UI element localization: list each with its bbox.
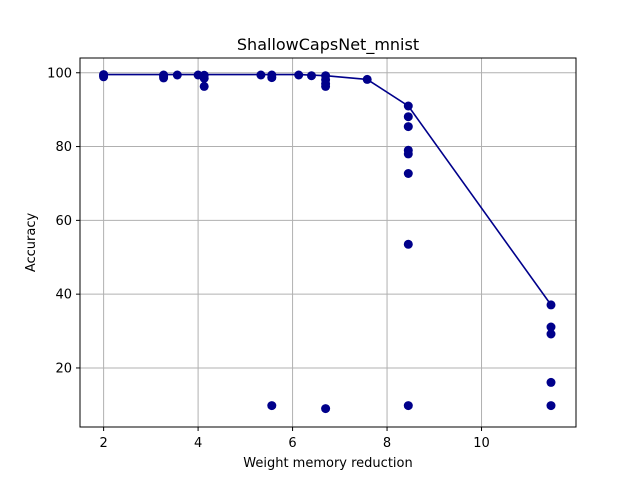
scatter-point bbox=[403, 149, 413, 159]
scatter-point bbox=[321, 81, 331, 91]
x-tick-label: 2 bbox=[99, 436, 107, 451]
scatter-point bbox=[403, 239, 413, 249]
x-tick-label: 4 bbox=[194, 436, 202, 451]
scatter-point bbox=[362, 74, 372, 84]
scatter-point bbox=[256, 70, 266, 80]
plot-frame bbox=[79, 57, 577, 428]
y-tick-label: 80 bbox=[55, 140, 72, 155]
scatter-point bbox=[546, 377, 556, 387]
y-axis-label: Accuracy bbox=[24, 213, 39, 273]
y-tick-label: 100 bbox=[47, 66, 72, 81]
scatter-point bbox=[403, 122, 413, 132]
chart-title: ShallowCapsNet_mnist bbox=[237, 35, 419, 55]
scatter-point bbox=[199, 73, 209, 83]
scatter-point bbox=[403, 101, 413, 111]
scatter-point bbox=[267, 73, 277, 83]
scatter-point bbox=[307, 71, 316, 81]
x-axis-ticks: 2 4 6 8 10 bbox=[99, 427, 490, 451]
grid bbox=[80, 58, 576, 427]
scatter-point bbox=[403, 112, 413, 122]
frontier-line bbox=[103, 73, 552, 306]
frontier-polyline bbox=[103, 73, 552, 306]
scatter-point bbox=[294, 70, 304, 80]
y-tick-label: 60 bbox=[55, 214, 72, 229]
y-tick-label: 20 bbox=[55, 361, 72, 376]
scatter-point bbox=[546, 300, 556, 310]
scatter-point bbox=[321, 404, 331, 414]
scatter-point bbox=[172, 70, 182, 80]
scatter-point bbox=[546, 401, 556, 411]
x-tick-label: 10 bbox=[473, 436, 490, 451]
scatter-point bbox=[199, 81, 209, 91]
x-axis-label: Weight memory reduction bbox=[243, 456, 412, 471]
scatter-point bbox=[99, 72, 109, 82]
scatter-point bbox=[403, 401, 413, 411]
scatter-point bbox=[267, 401, 277, 411]
scatter-point bbox=[546, 322, 556, 332]
scatter-point bbox=[546, 329, 556, 339]
x-tick-label: 6 bbox=[288, 436, 296, 451]
scatter-point bbox=[159, 73, 169, 83]
x-tick-label: 8 bbox=[383, 436, 391, 451]
y-tick-label: 40 bbox=[55, 288, 72, 303]
scatter-points bbox=[99, 70, 556, 414]
scatter-point bbox=[403, 169, 413, 178]
y-axis-ticks: 20 40 60 80 100 bbox=[47, 66, 80, 376]
